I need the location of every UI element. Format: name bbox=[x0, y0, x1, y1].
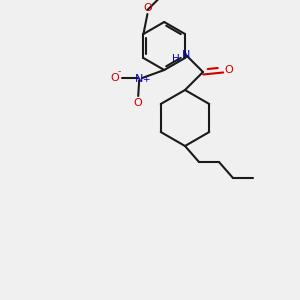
Text: O: O bbox=[111, 73, 120, 83]
Text: N: N bbox=[182, 50, 190, 60]
Text: -: - bbox=[118, 68, 121, 76]
Text: O: O bbox=[134, 98, 142, 108]
Text: O: O bbox=[225, 65, 233, 75]
Text: O: O bbox=[143, 3, 152, 13]
Text: H: H bbox=[172, 54, 180, 64]
Text: N: N bbox=[135, 74, 143, 84]
Text: +: + bbox=[142, 74, 150, 83]
